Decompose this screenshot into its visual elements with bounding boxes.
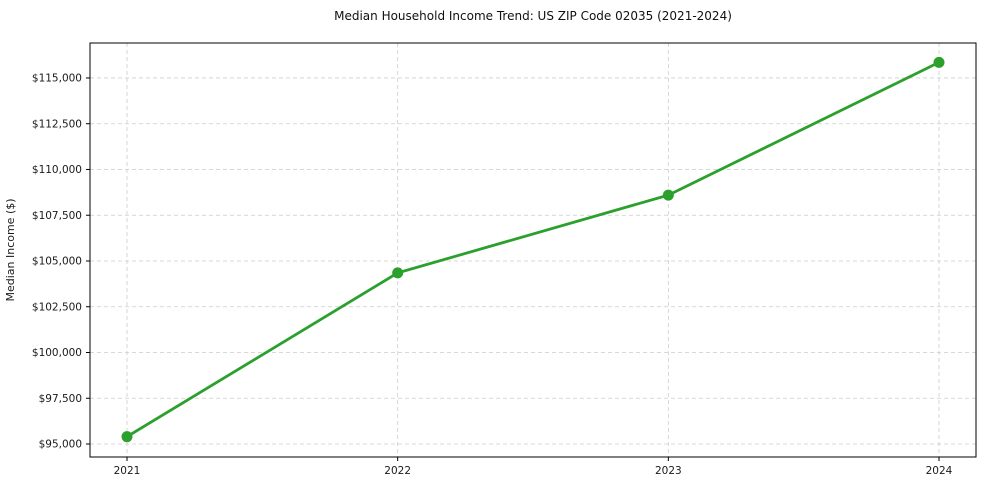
y-tick-label: $100,000 bbox=[32, 347, 82, 359]
data-point-2023 bbox=[662, 189, 674, 201]
data-series-layer bbox=[121, 56, 945, 443]
y-tick-label: $112,500 bbox=[32, 118, 82, 130]
y-tick-label: $115,000 bbox=[32, 73, 82, 85]
income-trend-line bbox=[125, 61, 941, 439]
y-tick-label: $105,000 bbox=[32, 256, 82, 268]
axis-layer: $95,000 $97,500 $100,000 $102,500 $105,000 $1… bbox=[32, 73, 953, 477]
y-tick-label: $110,000 bbox=[32, 164, 82, 176]
x-tick-label: 2021 bbox=[114, 465, 141, 477]
y-tick-label: $95,000 bbox=[39, 439, 82, 451]
chart-title: Median Household Income Trend: US ZIP Co… bbox=[334, 9, 732, 23]
data-point-2022 bbox=[392, 267, 404, 279]
y-tick-label: $107,500 bbox=[32, 210, 82, 222]
data-point-2024 bbox=[933, 56, 945, 68]
plot-border bbox=[89, 42, 977, 458]
y-axis-label: Median Income ($) bbox=[4, 198, 17, 301]
x-tick-label: 2023 bbox=[655, 465, 682, 477]
grid-layer bbox=[90, 43, 976, 457]
y-tick-label: $102,500 bbox=[32, 301, 82, 313]
y-tick-label: $97,500 bbox=[39, 393, 82, 405]
x-tick-label: 2024 bbox=[926, 465, 953, 477]
x-tick-label: 2022 bbox=[384, 465, 411, 477]
data-point-2021 bbox=[121, 431, 133, 443]
